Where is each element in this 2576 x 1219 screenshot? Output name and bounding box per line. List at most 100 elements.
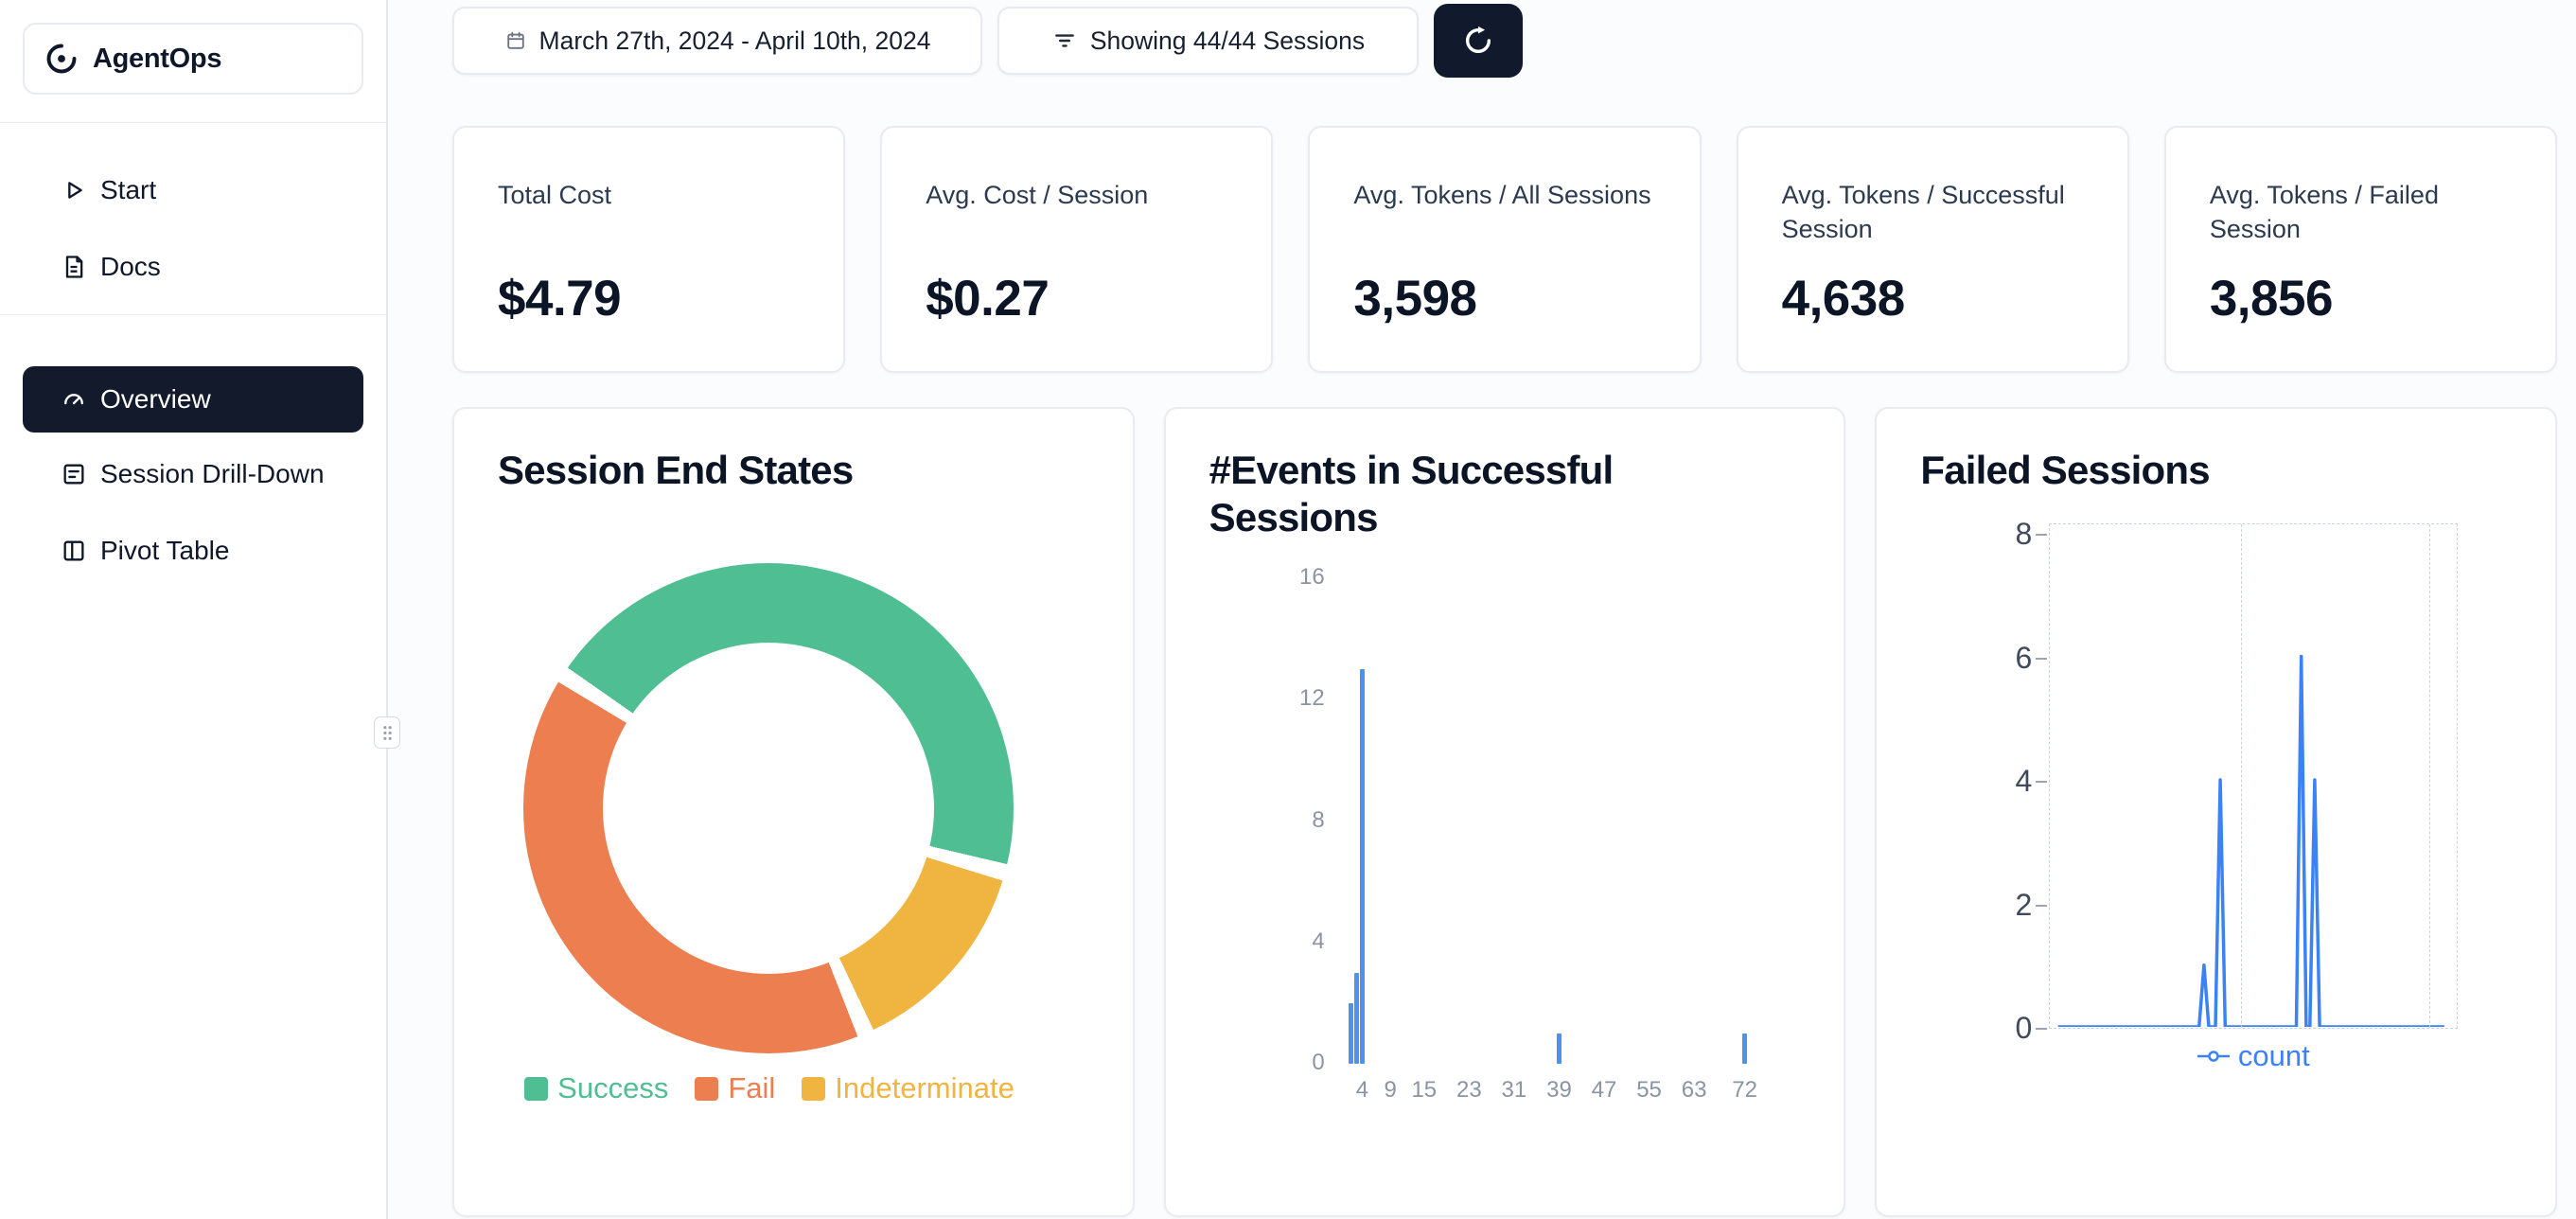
stat-value: $4.79 <box>498 271 622 327</box>
x-axis-tick-label: 23 <box>1456 1077 1482 1103</box>
donut-legend-item[interactable]: Fail <box>695 1071 775 1105</box>
stat-label: Total Cost <box>498 181 612 209</box>
y-axis-tick-label: 4 <box>2015 764 2033 798</box>
sessions-filter-label: Showing 44/44 Sessions <box>1089 26 1366 55</box>
bar <box>1556 1033 1561 1064</box>
y-axis-tick-label: 12 <box>1298 685 1325 712</box>
count-line-series <box>2057 654 2445 1027</box>
pivot-table-icon <box>60 537 88 565</box>
bar-chart-plot <box>1340 578 1835 1064</box>
x-axis-tick-label: 63 <box>1681 1077 1707 1103</box>
stats-row: Total Cost $4.79 Avg. Cost / Session $0.… <box>452 126 2558 373</box>
events-chart-card: #Events in Successful Sessions 0 4 8 12 16 4 9… <box>1163 407 1846 1217</box>
sidebar-item-overview[interactable]: Overview <box>23 366 363 433</box>
donut-legend: Success Fail Indeterminate <box>485 1071 1053 1105</box>
divider <box>0 314 388 315</box>
donut-chart <box>523 563 1014 1053</box>
vertical-gridline <box>2428 524 2430 1028</box>
stat-value: 4,638 <box>1781 271 1906 327</box>
x-axis-tick-label: 55 <box>1636 1077 1662 1103</box>
donut-legend-item[interactable]: Success <box>524 1071 668 1105</box>
line-chart-plot <box>2049 523 2459 1029</box>
sidebar-item-start[interactable]: Start <box>23 160 363 221</box>
legend-label: Success <box>557 1071 669 1104</box>
date-range-button[interactable]: March 27th, 2024 - April 10th, 2024 <box>452 7 982 75</box>
stat-label: Avg. Tokens / Failed Session <box>2209 181 2439 243</box>
vertical-gridline <box>2240 524 2242 1028</box>
y-axis-tick-mark <box>2036 534 2048 536</box>
x-axis-tick-label: 47 <box>1591 1077 1617 1103</box>
x-axis-tick-label: 4 <box>1355 1077 1369 1103</box>
date-range-label: March 27th, 2024 - April 10th, 2024 <box>538 26 931 55</box>
nav-label: Start <box>100 175 157 204</box>
y-axis-tick-label: 4 <box>1312 928 1325 954</box>
x-axis-tick-label: 9 <box>1384 1077 1397 1103</box>
nav-label: Docs <box>100 252 161 281</box>
play-icon <box>60 176 88 204</box>
sessions-filter-button[interactable]: Showing 44/44 Sessions <box>997 7 1419 75</box>
nav-label: Overview <box>100 384 211 414</box>
y-axis-tick-label: 0 <box>1312 1050 1325 1075</box>
stat-label: Avg. Cost / Session <box>926 181 1149 209</box>
legend-swatch-icon <box>695 1076 719 1101</box>
count-legend[interactable]: count <box>2049 1039 2458 1073</box>
stat-card-avg-tokens-successful: Avg. Tokens / Successful Session 4,638 <box>1736 126 2129 373</box>
sidebar-item-session-drill-down[interactable]: Session Drill-Down <box>23 444 363 504</box>
divider <box>0 122 388 123</box>
y-axis-tick-label: 0 <box>2015 1011 2033 1045</box>
stat-label: Avg. Tokens / All Sessions <box>1353 181 1651 209</box>
legend-label: count <box>2237 1039 2310 1072</box>
x-axis-tick-label: 72 <box>1732 1077 1757 1103</box>
stat-card-avg-tokens-all: Avg. Tokens / All Sessions 3,598 <box>1308 126 1702 373</box>
nav-label: Pivot Table <box>100 536 230 565</box>
legend-label: Indeterminate <box>835 1071 1015 1104</box>
legend-marker-icon <box>2197 1050 2230 1063</box>
sidebar: AgentOps Start Docs Overview <box>0 0 388 1219</box>
agentops-logo-icon <box>44 41 79 77</box>
x-axis-tick-label: 39 <box>1546 1077 1572 1103</box>
stat-card-avg-tokens-failed: Avg. Tokens / Failed Session 3,856 <box>2163 126 2558 373</box>
bar <box>1354 972 1359 1064</box>
sidebar-resize-handle[interactable] <box>374 716 400 749</box>
nav-label: Session Drill-Down <box>100 459 325 488</box>
failed-sessions-card: Failed Sessions count 0 2 4 6 8 <box>1875 407 2558 1217</box>
x-axis-tick-label: 15 <box>1411 1077 1438 1103</box>
chart-title: #Events in Successful Sessions <box>1209 448 1614 539</box>
y-axis-tick-mark <box>2036 657 2048 660</box>
sidebar-item-docs[interactable]: Docs <box>23 237 363 297</box>
y-axis-tick-mark <box>2036 904 2048 907</box>
stat-value: 3,856 <box>2209 271 2334 327</box>
y-axis-tick-label: 16 <box>1298 564 1325 590</box>
session-end-states-card: Session End States Success Fail Indetermin… <box>452 407 1135 1217</box>
stat-value: 3,598 <box>1353 271 1477 327</box>
toolbar: March 27th, 2024 - April 10th, 2024 Show… <box>452 4 1523 78</box>
y-axis-tick-mark <box>2036 1028 2048 1030</box>
grip-dots-icon <box>381 724 394 742</box>
filter-icon <box>1051 27 1078 54</box>
main-content: March 27th, 2024 - April 10th, 2024 Show… <box>388 0 2576 1219</box>
legend-label: Fail <box>728 1071 776 1104</box>
logo[interactable]: AgentOps <box>23 23 363 95</box>
bar <box>1359 669 1365 1064</box>
stat-value: $0.27 <box>926 271 1050 327</box>
donut-hole <box>603 643 934 974</box>
gauge-icon <box>60 385 88 414</box>
bar <box>1349 1002 1354 1064</box>
donut-legend-item[interactable]: Indeterminate <box>802 1071 1015 1105</box>
sidebar-item-pivot-table[interactable]: Pivot Table <box>23 521 363 581</box>
x-axis-tick-label: 31 <box>1501 1077 1527 1103</box>
chart-title: Session End States <box>498 448 854 492</box>
app-title: AgentOps <box>93 43 222 74</box>
y-axis-tick-label: 2 <box>2015 887 2033 922</box>
stat-card-total-cost: Total Cost $4.79 <box>452 126 846 373</box>
calendar-icon <box>504 29 527 52</box>
charts-row: Session End States Success Fail Indetermin… <box>452 407 2558 1217</box>
refresh-button[interactable] <box>1434 4 1523 78</box>
legend-swatch-icon <box>802 1076 826 1101</box>
stat-label: Avg. Tokens / Successful Session <box>1781 181 2065 243</box>
legend-swatch-icon <box>524 1076 549 1101</box>
document-icon <box>60 253 88 281</box>
chart-title: Failed Sessions <box>1920 448 2210 492</box>
stat-card-avg-cost-session: Avg. Cost / Session $0.27 <box>880 126 1274 373</box>
refresh-icon <box>1462 25 1494 57</box>
